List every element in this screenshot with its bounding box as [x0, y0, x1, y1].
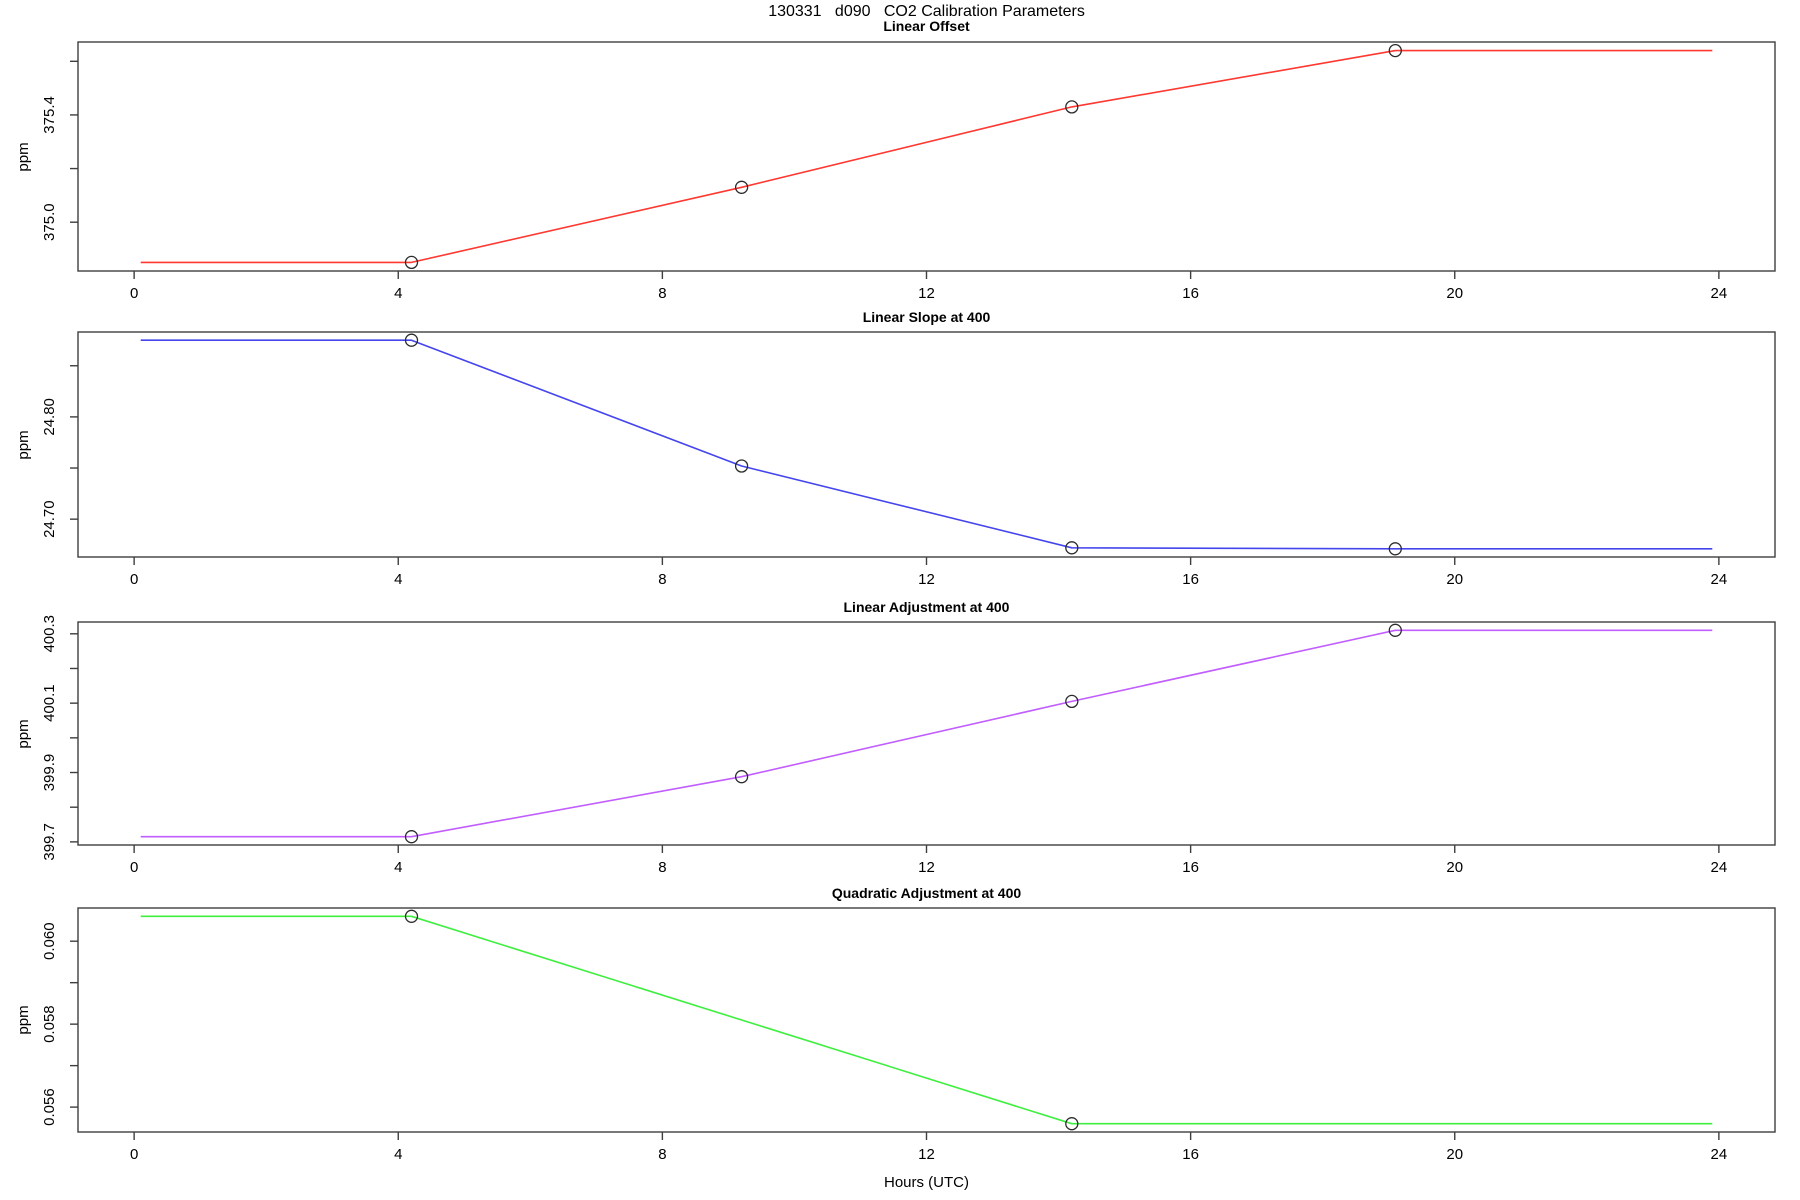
- x-tick-label: 0: [130, 285, 138, 302]
- x-tick-label: 20: [1446, 285, 1463, 302]
- x-tick-label: 20: [1446, 1146, 1463, 1163]
- x-tick-label: 16: [1182, 859, 1199, 876]
- panel-1-box: [77, 41, 1776, 272]
- panel-2-data-point: [1065, 541, 1079, 555]
- x-tick-label: 24: [1711, 859, 1728, 876]
- x-tick-label: 12: [918, 571, 935, 588]
- y-tick-label: 375.0: [41, 203, 58, 241]
- x-tick-label: 16: [1182, 285, 1199, 302]
- x-tick-label: 4: [394, 571, 402, 588]
- x-tick-label: 20: [1446, 859, 1463, 876]
- panel-4-data-point: [404, 909, 419, 923]
- y-tick-label: 400.1: [41, 684, 58, 722]
- x-tick-label: 12: [918, 859, 935, 876]
- panel-3-box: [77, 621, 1776, 846]
- x-tick-label: 4: [394, 859, 402, 876]
- panel-1-data-point: [1065, 100, 1079, 114]
- x-tick-label: 8: [658, 285, 666, 302]
- panel-3-data-point: [734, 770, 749, 784]
- x-tick-label: 20: [1446, 571, 1463, 588]
- panel-1-data-line: [140, 49, 1713, 264]
- y-tick-label: 400.3: [41, 615, 58, 653]
- x-tick-label: 24: [1711, 571, 1728, 588]
- y-tick-label: 399.9: [41, 754, 58, 792]
- panel-3-data-point: [1065, 694, 1079, 709]
- panel-3-data-point: [1388, 623, 1402, 637]
- x-tick-label: 8: [658, 1146, 666, 1163]
- panel-3-title: Linear Adjustment at 400: [843, 599, 1010, 615]
- x-tick-label: 12: [918, 285, 935, 302]
- y-tick-label: 0.058: [41, 1005, 58, 1043]
- y-tick-label: 0.060: [41, 922, 58, 960]
- panel-1-data-point: [734, 180, 749, 194]
- x-tick-label: 0: [130, 859, 138, 876]
- x-tick-label: 0: [130, 1146, 138, 1163]
- y-tick-label: 0.056: [41, 1088, 58, 1126]
- panel-2-title: Linear Slope at 400: [862, 309, 991, 325]
- x-tick-label: 16: [1182, 1146, 1199, 1163]
- x-tick-label: 8: [658, 571, 666, 588]
- panel-3-data-point: [404, 830, 419, 844]
- panel-3-data-line: [140, 629, 1713, 838]
- panel-2-data-line: [140, 339, 1713, 550]
- panel-4-box: [77, 907, 1776, 1133]
- panel-4-data-point: [1065, 1117, 1079, 1131]
- panel-1-data-point: [1388, 43, 1402, 58]
- panel-2-data-point: [734, 459, 749, 473]
- x-tick-label: 24: [1711, 285, 1728, 302]
- panel-4-data-line: [140, 915, 1713, 1125]
- x-tick-label: 24: [1711, 1146, 1728, 1163]
- y-tick-label: 24.80: [41, 398, 58, 436]
- x-tick-label: 8: [658, 859, 666, 876]
- panel-1-data-point: [404, 255, 419, 270]
- panel-2-box: [77, 331, 1776, 558]
- x-tick-label: 4: [394, 1146, 402, 1163]
- x-tick-label: 16: [1182, 571, 1199, 588]
- y-tick-label: 399.7: [41, 823, 58, 861]
- x-axis-label: Hours (UTC): [884, 1174, 969, 1191]
- panel-2-data-point: [1388, 542, 1402, 556]
- panel-1-title: Linear Offset: [883, 18, 970, 34]
- figure-title: 130331 d090 CO2 Calibration Parameters: [768, 3, 1085, 20]
- panel-4-title: Quadratic Adjustment at 400: [831, 885, 1022, 901]
- x-tick-label: 0: [130, 571, 138, 588]
- panel-2-data-point: [404, 333, 419, 347]
- x-tick-label: 12: [918, 1146, 935, 1163]
- x-tick-label: 4: [394, 285, 402, 302]
- y-tick-label: 24.70: [41, 500, 58, 538]
- y-tick-label: 375.4: [41, 96, 58, 134]
